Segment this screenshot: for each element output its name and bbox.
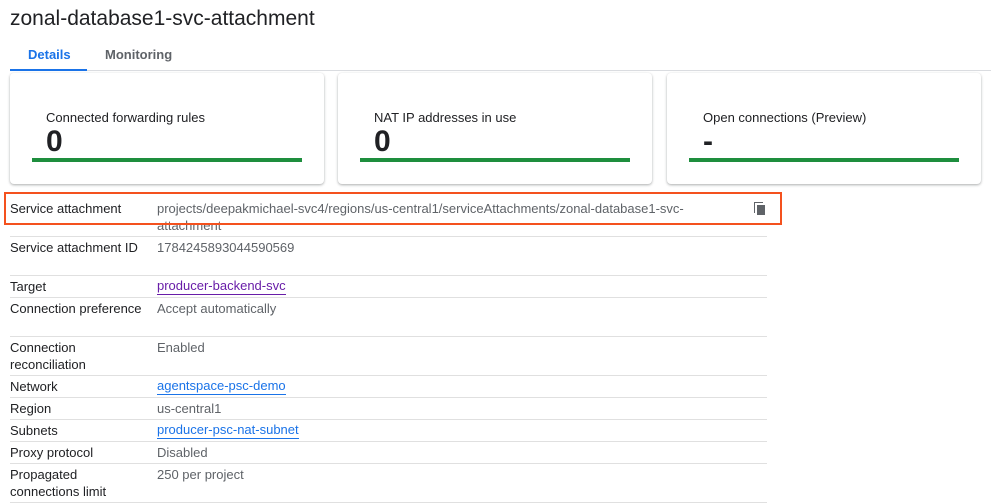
card-bar (32, 158, 302, 162)
card-bar (360, 158, 630, 162)
row-link[interactable]: producer-backend-svc (157, 278, 286, 295)
row-value: Disabled (157, 444, 767, 461)
copy-icon[interactable] (753, 202, 767, 216)
row-link[interactable]: producer-psc-nat-subnet (157, 422, 299, 439)
card-nat-ip-addresses: NAT IP addresses in use 0 (338, 73, 652, 184)
card-label: NAT IP addresses in use (374, 110, 517, 125)
page-title: zonal-database1-svc-attachment (10, 7, 315, 30)
row-value-text: 1784245893044590569 (157, 240, 295, 255)
table-row: Target producer-backend-svc (10, 276, 767, 298)
tab-bar: Details Monitoring (10, 38, 991, 71)
card-open-connections: Open connections (Preview) - (667, 73, 981, 184)
table-row: Propagated connections limit 250 per proj… (10, 464, 767, 503)
card-bar (689, 158, 959, 162)
row-value-text: projects/deepakmichael-svc4/regions/us-c… (157, 201, 684, 233)
row-value-text: Disabled (157, 445, 208, 460)
row-value: projects/deepakmichael-svc4/regions/us-c… (157, 200, 767, 234)
table-row: Service attachment projects/deepakmichael… (10, 196, 767, 237)
card-label: Connected forwarding rules (46, 110, 205, 125)
row-value: producer-psc-nat-subnet (157, 422, 767, 439)
table-row: Connection reconciliation Enabled (10, 337, 767, 376)
row-value: Accept automatically (157, 300, 767, 334)
details-table: Service attachment projects/deepakmichael… (10, 196, 767, 503)
card-connected-forwarding-rules: Connected forwarding rules 0 (10, 73, 324, 184)
row-value-text: Enabled (157, 340, 205, 355)
row-value: us-central1 (157, 400, 767, 417)
row-value: agentspace-psc-demo (157, 378, 767, 395)
row-label: Target (10, 279, 47, 294)
card-value: 0 (374, 125, 391, 158)
card-value: 0 (46, 125, 63, 158)
row-value-text: 250 per project (157, 467, 244, 482)
card-label: Open connections (Preview) (703, 110, 867, 125)
table-row: Region us-central1 (10, 398, 767, 420)
row-value: Enabled (157, 339, 767, 373)
table-row: Network agentspace-psc-demo (10, 376, 767, 398)
row-link[interactable]: agentspace-psc-demo (157, 378, 286, 395)
highlight-box (4, 192, 782, 225)
row-label: Proxy protocol (10, 445, 94, 460)
row-label: Region (10, 401, 52, 416)
row-value-text: us-central1 (157, 401, 222, 416)
row-label: Propagated connections limit (10, 467, 107, 499)
row-label: Connection reconciliation (10, 340, 86, 372)
tab-monitoring[interactable]: Monitoring (105, 47, 173, 62)
tab-details[interactable]: Details (10, 38, 87, 71)
row-value: 1784245893044590569 (157, 239, 767, 273)
table-row: Proxy protocol Disabled (10, 442, 767, 464)
row-value: producer-backend-svc (157, 278, 767, 295)
row-label: Service attachment (10, 201, 122, 216)
table-row: Subnets producer-psc-nat-subnet (10, 420, 767, 442)
row-label: Network (10, 379, 58, 394)
row-value: 250 per project (157, 466, 767, 500)
table-row: Service attachment ID 1784245893044590569 (10, 237, 767, 276)
row-value-text: Accept automatically (157, 301, 277, 316)
table-row: Connection preference Accept automaticall… (10, 298, 767, 337)
row-label: Connection preference (10, 301, 142, 316)
row-label: Subnets (10, 423, 58, 438)
row-label: Service attachment ID (10, 240, 138, 255)
card-value: - (703, 125, 713, 158)
